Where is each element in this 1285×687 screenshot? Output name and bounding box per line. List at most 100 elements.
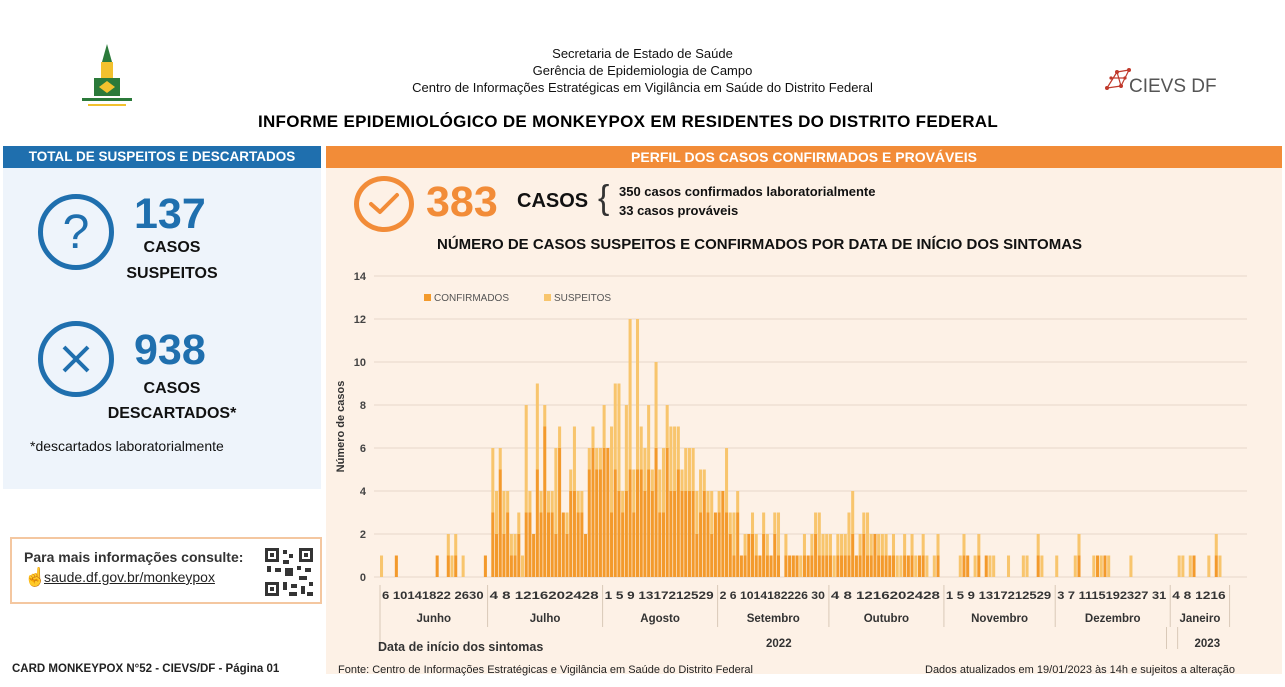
bar-confirmados (687, 491, 691, 577)
bar-suspeitos (1099, 555, 1103, 577)
bar-suspeitos (702, 469, 706, 491)
bar-confirmados (661, 512, 665, 577)
hand-pointer-icon: ☝ (24, 567, 47, 587)
bar-suspeitos (695, 491, 699, 534)
info-label: Para mais informações consulte: (24, 549, 244, 565)
bar-suspeitos (528, 491, 532, 513)
bar-suspeitos (654, 362, 658, 448)
bar-confirmados (595, 469, 599, 577)
bar-confirmados (910, 555, 914, 577)
bar-suspeitos (591, 426, 595, 448)
bar-confirmados (828, 555, 832, 577)
bar-suspeitos (877, 534, 881, 556)
bar-suspeitos (862, 512, 866, 534)
x-tick-labels: 1 5 9 1317212529 (605, 590, 714, 602)
bar-suspeitos (687, 448, 691, 491)
bar-suspeitos (869, 534, 873, 556)
bar-suspeitos (565, 512, 569, 534)
bar-confirmados (843, 555, 847, 577)
bar-suspeitos (899, 555, 903, 577)
bar-confirmados (673, 491, 677, 577)
bar-confirmados (394, 555, 398, 577)
suspects-label-1: CASOS (143, 239, 201, 256)
bar-suspeitos (773, 512, 777, 534)
bar-suspeitos (621, 491, 625, 513)
bar-suspeitos (1073, 555, 1077, 577)
bar-suspeitos (680, 469, 684, 491)
bar-confirmados (546, 512, 550, 577)
bar-confirmados (758, 555, 762, 577)
bar-suspeitos (825, 534, 829, 556)
bar-suspeitos (725, 448, 729, 513)
discarded-count: 938 (134, 326, 206, 374)
x-tick-labels: 1 5 9 1317212529 (946, 590, 1051, 602)
bar-suspeitos (1188, 555, 1192, 577)
month-label: Junho (417, 613, 452, 625)
gdf-logo (76, 42, 138, 112)
bar-confirmados (802, 555, 806, 577)
bar-confirmados (565, 534, 569, 577)
bar-suspeitos (743, 534, 747, 556)
bar-confirmados (676, 469, 680, 577)
bar-suspeitos (1036, 534, 1040, 556)
bar-confirmados (702, 491, 706, 577)
bar-suspeitos (1040, 555, 1044, 577)
total-cases-count: 383 (426, 178, 498, 226)
bar-suspeitos (884, 534, 888, 556)
bar-suspeitos (1025, 555, 1029, 577)
bar-confirmados (506, 512, 510, 577)
bar-suspeitos (992, 555, 996, 577)
bar-confirmados (921, 555, 925, 577)
bar-confirmados (743, 555, 747, 577)
bar-suspeitos (673, 426, 677, 491)
bar-confirmados (706, 512, 710, 577)
bar-suspeitos (506, 491, 510, 513)
bar-suspeitos (524, 405, 528, 513)
bar-confirmados (643, 491, 647, 577)
x-tick-labels: 4 8 1216 (1172, 590, 1225, 602)
right-panel-heading: PERFIL DOS CASOS CONFIRMADOS E PROVÁVEIS (326, 146, 1282, 168)
bar-confirmados (795, 555, 799, 577)
bar-suspeitos (706, 491, 710, 513)
question-icon: ? (38, 194, 114, 270)
bar-suspeitos (598, 448, 602, 470)
legend-label-confirmados: CONFIRMADOS (434, 293, 509, 304)
bar-suspeitos (1181, 555, 1185, 577)
bar-suspeitos (495, 491, 499, 534)
bar-suspeitos (810, 534, 814, 556)
bar-confirmados (917, 555, 921, 577)
bar-confirmados (776, 555, 781, 577)
info-link[interactable]: saude.df.gov.br/monkeypox (44, 569, 215, 585)
bar-suspeitos (550, 491, 554, 513)
bar-suspeitos (936, 534, 940, 556)
bar-confirmados (906, 555, 910, 577)
bar-suspeitos (502, 491, 506, 534)
discarded-footnote: *descartados laboratorialmente (30, 438, 224, 454)
bar-suspeitos (535, 383, 539, 470)
y-tick-label: 0 (360, 572, 366, 584)
bar-suspeitos (595, 448, 599, 470)
bar-suspeitos (836, 534, 840, 556)
y-tick-label: 10 (354, 357, 366, 369)
bar-confirmados (851, 534, 855, 577)
bar-suspeitos (613, 383, 617, 470)
bar-confirmados (483, 555, 487, 577)
bar-suspeitos (587, 448, 591, 470)
bar-suspeitos (569, 469, 573, 491)
bar-suspeitos (851, 491, 855, 534)
month-label: Novembro (971, 613, 1028, 625)
bar-suspeitos (910, 534, 914, 556)
bar-suspeitos (843, 534, 847, 556)
legend-label-suspeitos: SUSPEITOS (554, 293, 611, 304)
bar-confirmados (572, 491, 576, 577)
bar-confirmados (539, 512, 543, 577)
bar-confirmados (891, 555, 896, 577)
y-tick-label: 4 (360, 486, 367, 498)
bar-confirmados (873, 534, 877, 577)
bar-confirmados (610, 512, 614, 577)
chart-title: NÚMERO DE CASOS SUSPEITOS E CONFIRMADOS … (437, 236, 1083, 253)
bar-confirmados (817, 555, 821, 577)
cases-chart: 0 2 4 6 8 10 12 14 Número de casos CONFIRMADOS SUS… (335, 270, 1247, 654)
bar-suspeitos (828, 534, 832, 556)
bar-suspeitos (461, 555, 465, 577)
